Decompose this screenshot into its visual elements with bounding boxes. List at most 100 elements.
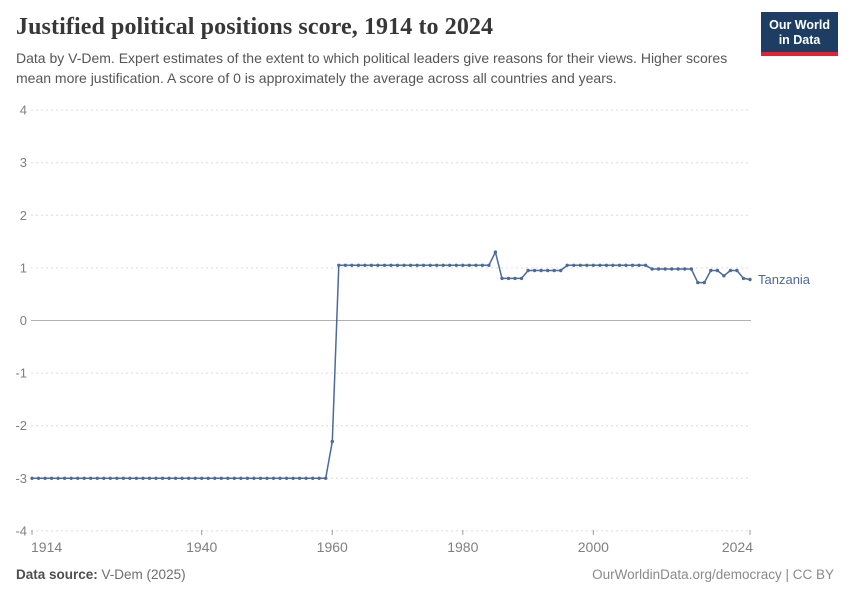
data-point — [689, 267, 693, 271]
data-point — [722, 274, 726, 278]
data-point — [428, 263, 432, 267]
data-point — [676, 267, 680, 271]
data-point — [258, 476, 263, 480]
data-source-label: Data source: — [16, 567, 98, 582]
data-point — [363, 263, 367, 267]
data-point — [546, 268, 550, 273]
plot-area: -4 -3 -2 -1 0 1 2 3 4 1914 1940 1960 1980 2000 2024 Tan… — [0, 95, 850, 570]
y-axis-tick-label: -3 — [15, 471, 27, 486]
chart-title: Justified political positions score, 191… — [16, 14, 494, 40]
license-link[interactable]: OurWorldinData.org/democracy | CC BY — [592, 567, 834, 582]
data-point — [709, 268, 713, 273]
chart-header: Justified political positions score, 191… — [16, 14, 756, 88]
data-point — [304, 476, 308, 480]
data-point — [226, 476, 230, 480]
data-point — [604, 263, 609, 267]
data-point — [748, 277, 752, 282]
data-point — [421, 263, 426, 267]
data-point — [532, 268, 537, 273]
data-point — [448, 263, 452, 267]
y-axis-tick-label: 3 — [20, 155, 27, 170]
data-point — [702, 280, 706, 285]
data-point — [56, 476, 60, 480]
data-point — [278, 476, 282, 480]
data-point — [598, 263, 602, 267]
x-axis-tick-label: 1960 — [317, 539, 348, 555]
data-point — [395, 263, 400, 267]
data-point — [741, 276, 746, 281]
data-point — [559, 268, 563, 273]
data-point — [415, 263, 419, 267]
data-point — [232, 476, 236, 480]
data-point — [89, 476, 93, 480]
data-point — [30, 476, 34, 480]
data-point — [441, 263, 445, 267]
data-point — [435, 263, 439, 267]
data-point — [500, 276, 504, 281]
data-point — [187, 476, 191, 480]
y-axis-tick-label: -4 — [15, 523, 27, 538]
data-point — [572, 263, 576, 267]
data-point — [624, 263, 628, 267]
data-point — [337, 263, 341, 267]
data-point — [480, 263, 485, 267]
data-point — [284, 476, 289, 480]
y-axis-tick-label: -2 — [15, 418, 27, 433]
entity-label[interactable]: Tanzania — [758, 272, 811, 287]
data-point — [82, 476, 86, 480]
x-axis-tick-label: 1940 — [186, 539, 217, 555]
data-point — [513, 276, 517, 281]
data-point — [683, 267, 687, 271]
y-axis-tick-label: 1 — [20, 260, 27, 275]
data-point — [376, 263, 380, 267]
data-point — [206, 476, 210, 480]
owid-logo[interactable]: Our World in Data — [761, 12, 838, 56]
data-point — [552, 268, 556, 273]
data-point — [167, 476, 171, 480]
data-point — [311, 476, 315, 480]
owid-logo-line1: Our World — [769, 18, 830, 32]
chart-subtitle: Data by V-Dem. Expert estimates of the e… — [16, 50, 728, 86]
data-point — [330, 439, 334, 444]
series-line — [32, 251, 751, 480]
data-point — [382, 263, 387, 267]
data-point — [291, 476, 295, 480]
data-point — [356, 263, 361, 267]
data-point — [611, 263, 615, 267]
data-point — [735, 268, 739, 273]
data-point — [265, 476, 269, 480]
y-axis-tick-label: 4 — [20, 103, 27, 118]
x-axis-tick-label: 1914 — [31, 539, 62, 555]
data-point — [585, 263, 589, 267]
data-point — [317, 476, 321, 480]
data-point — [343, 263, 347, 267]
data-point — [670, 267, 674, 271]
data-point — [461, 263, 465, 267]
x-axis-tick-label: 2024 — [722, 539, 753, 555]
data-point — [141, 476, 145, 480]
data-point — [519, 276, 524, 281]
data-point — [637, 263, 641, 267]
data-point — [245, 476, 250, 480]
data-point — [493, 250, 498, 254]
data-point — [115, 476, 119, 480]
data-point — [467, 263, 471, 267]
data-point — [180, 476, 184, 480]
owid-logo-line2: in Data — [778, 33, 821, 47]
data-point — [663, 267, 667, 271]
data-point — [539, 268, 543, 273]
data-point — [656, 267, 661, 271]
data-point — [350, 263, 354, 267]
data-point — [43, 476, 47, 480]
data-point — [108, 476, 113, 480]
data-point — [526, 268, 530, 273]
data-point — [173, 476, 178, 480]
data-point — [193, 476, 197, 480]
data-point — [239, 476, 243, 480]
data-point — [62, 476, 67, 480]
data-point — [369, 263, 374, 267]
data-point — [95, 476, 100, 480]
data-point — [102, 476, 106, 480]
data-point — [160, 476, 165, 480]
